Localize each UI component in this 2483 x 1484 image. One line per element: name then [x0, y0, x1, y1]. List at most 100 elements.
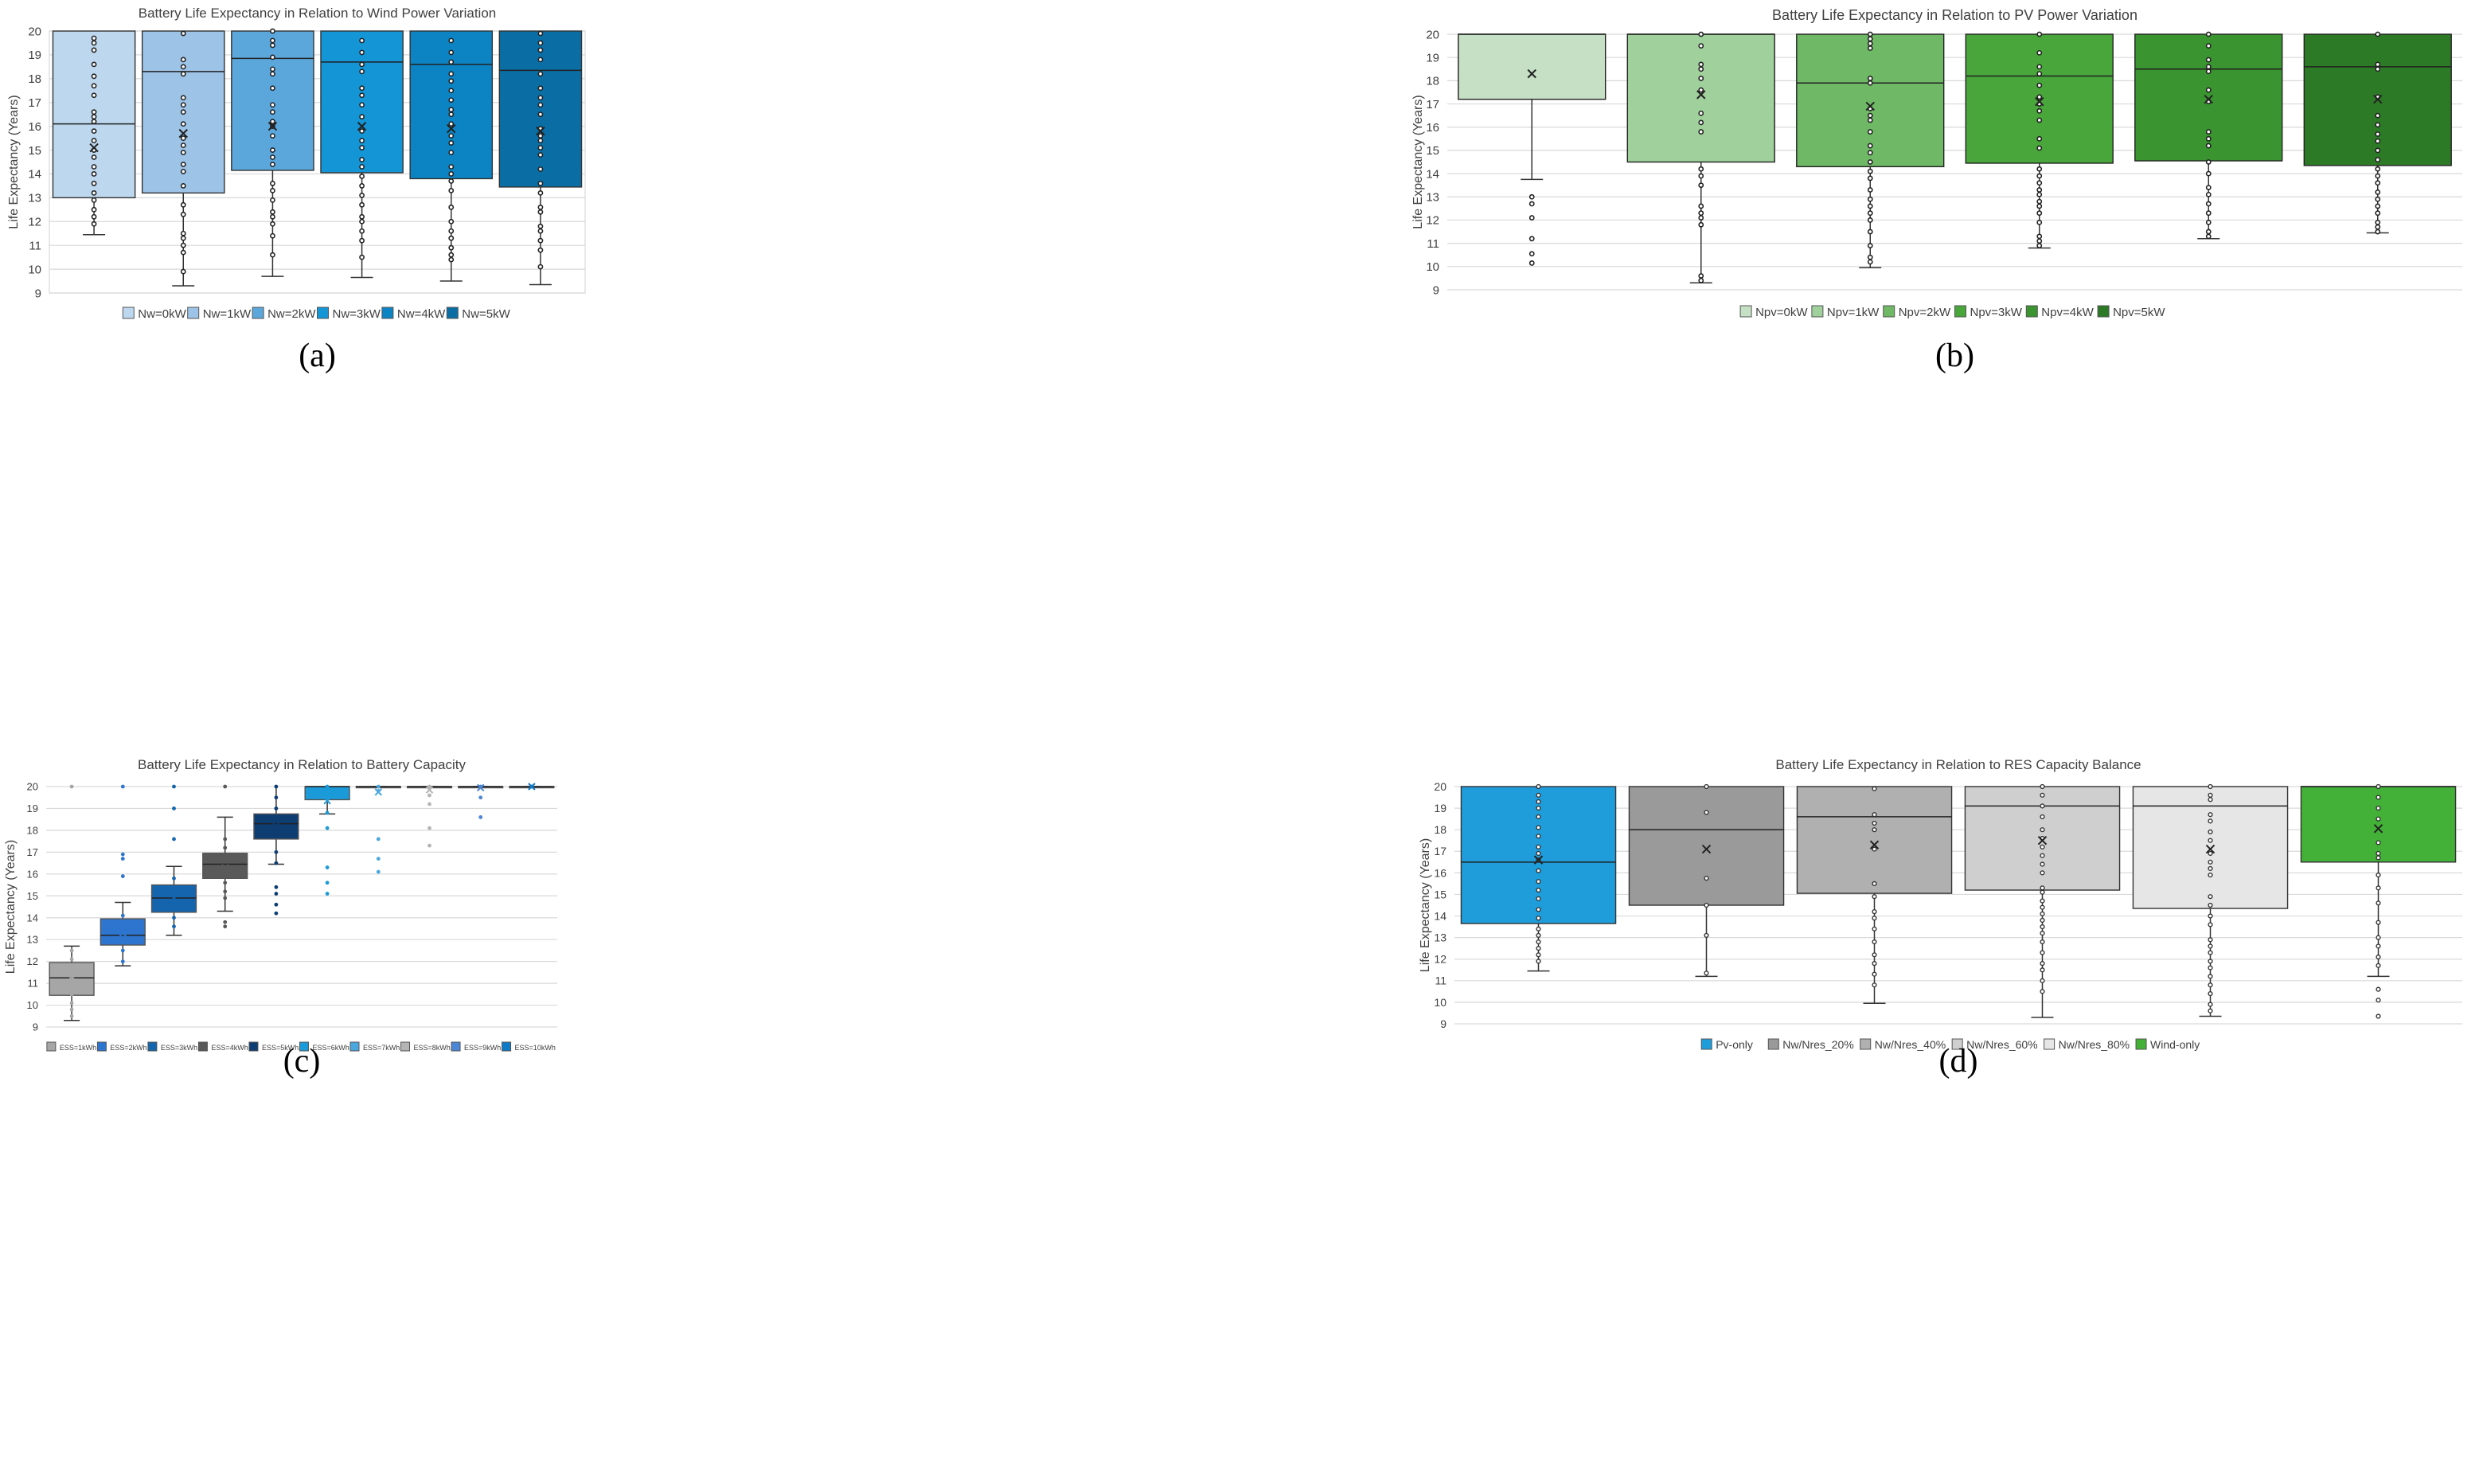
data-point	[537, 111, 544, 118]
y-tick-label: 9	[1440, 1017, 1446, 1030]
panel-label: (c)	[283, 1043, 321, 1080]
y-tick-label: 12	[28, 216, 41, 229]
box-series-5	[2134, 31, 2283, 240]
data-point	[448, 133, 455, 139]
data-point	[91, 47, 97, 53]
data-point	[2205, 201, 2212, 207]
data-point	[2208, 783, 2213, 790]
data-point	[1872, 926, 1877, 931]
mean-marker	[119, 929, 127, 937]
data-point	[478, 795, 483, 800]
data-point	[1536, 907, 1541, 912]
data-point	[2376, 850, 2381, 857]
data-point	[427, 793, 431, 798]
data-point	[2375, 157, 2381, 162]
y-tick-label: 13	[28, 192, 41, 205]
data-point	[223, 889, 228, 894]
legend-label: ESS=5kWh	[262, 1044, 299, 1052]
data-point	[2205, 191, 2212, 197]
data-point	[537, 181, 544, 186]
data-point	[448, 164, 455, 170]
data-point	[448, 204, 455, 210]
chart-title: Battery Life Expectancy in Relation to W…	[139, 6, 496, 21]
data-point	[448, 256, 455, 263]
data-point	[180, 150, 186, 155]
data-point	[1872, 894, 1877, 900]
data-point	[270, 85, 275, 92]
data-point	[91, 221, 97, 227]
y-tick-label: 18	[1426, 75, 1439, 88]
mean-marker	[323, 797, 331, 805]
y-tick-label: 9	[35, 287, 41, 300]
mean-marker	[68, 973, 76, 981]
data-point	[69, 981, 74, 986]
data-point	[180, 249, 186, 256]
data-point	[537, 85, 544, 92]
data-point	[1872, 939, 1877, 945]
data-point	[2208, 838, 2213, 843]
mean-marker	[357, 121, 367, 131]
data-point	[376, 857, 381, 861]
data-point	[69, 992, 74, 997]
data-point	[448, 78, 455, 84]
mean-marker	[221, 863, 229, 872]
y-tick-label: 20	[1426, 28, 1439, 41]
data-point	[537, 40, 544, 46]
legend-swatch	[1767, 1038, 1779, 1050]
data-point	[2040, 885, 2045, 891]
y-axis-label: Life Expectancy (Years)	[1419, 838, 1432, 972]
legend-label: ESS=10kWh	[515, 1044, 556, 1052]
data-point	[274, 911, 279, 916]
data-point	[274, 849, 279, 854]
y-tick-label: 10	[1434, 996, 1446, 1009]
data-point	[69, 1001, 74, 1006]
y-tick-label: 19	[1426, 51, 1439, 64]
box-series-9	[458, 783, 504, 819]
data-point	[448, 71, 455, 77]
data-point	[1704, 902, 1709, 908]
data-point	[270, 119, 275, 125]
data-point	[1867, 45, 1873, 51]
data-point	[270, 162, 275, 167]
data-point	[2036, 233, 2043, 240]
data-point	[2036, 117, 2043, 123]
data-point	[1867, 41, 1873, 47]
data-point	[270, 66, 275, 72]
box-series-3	[150, 784, 197, 936]
data-point	[2208, 943, 2213, 949]
plot-frame	[49, 30, 586, 294]
data-point	[270, 109, 275, 115]
legend-label: Nw=3kW	[333, 307, 381, 321]
legend-swatch	[147, 1041, 158, 1052]
data-point	[2375, 61, 2381, 68]
data-point	[2040, 792, 2045, 798]
data-point	[1528, 251, 1535, 257]
data-point	[172, 924, 176, 929]
data-point	[2208, 965, 2213, 970]
legend-label: Pv-only	[1716, 1038, 1753, 1051]
data-point	[2036, 49, 2043, 56]
data-point	[537, 102, 544, 108]
legend-label: Npv=3kW	[1970, 306, 2023, 319]
data-point	[1872, 971, 1877, 977]
data-point	[274, 806, 279, 810]
y-tick-label: 9	[1433, 283, 1439, 297]
data-point	[120, 959, 125, 964]
data-point	[91, 171, 97, 177]
data-point	[1536, 792, 1541, 798]
data-point	[1867, 196, 1873, 202]
legend-swatch	[502, 1041, 512, 1052]
data-point	[120, 852, 125, 857]
legend-label: Npv=1kW	[1827, 306, 1880, 319]
data-point	[2375, 147, 2381, 154]
chart-d-svg: Battery Life Expectancy in Relation to R…	[1419, 757, 2462, 1080]
data-point	[1698, 210, 1704, 217]
data-point	[270, 42, 275, 49]
data-point	[120, 920, 125, 924]
y-tick-label: 10	[27, 999, 38, 1011]
data-point	[91, 119, 97, 125]
data-point	[274, 795, 279, 800]
data-point	[2205, 143, 2212, 149]
data-point	[325, 892, 330, 896]
box-series-3	[1796, 786, 1953, 1005]
